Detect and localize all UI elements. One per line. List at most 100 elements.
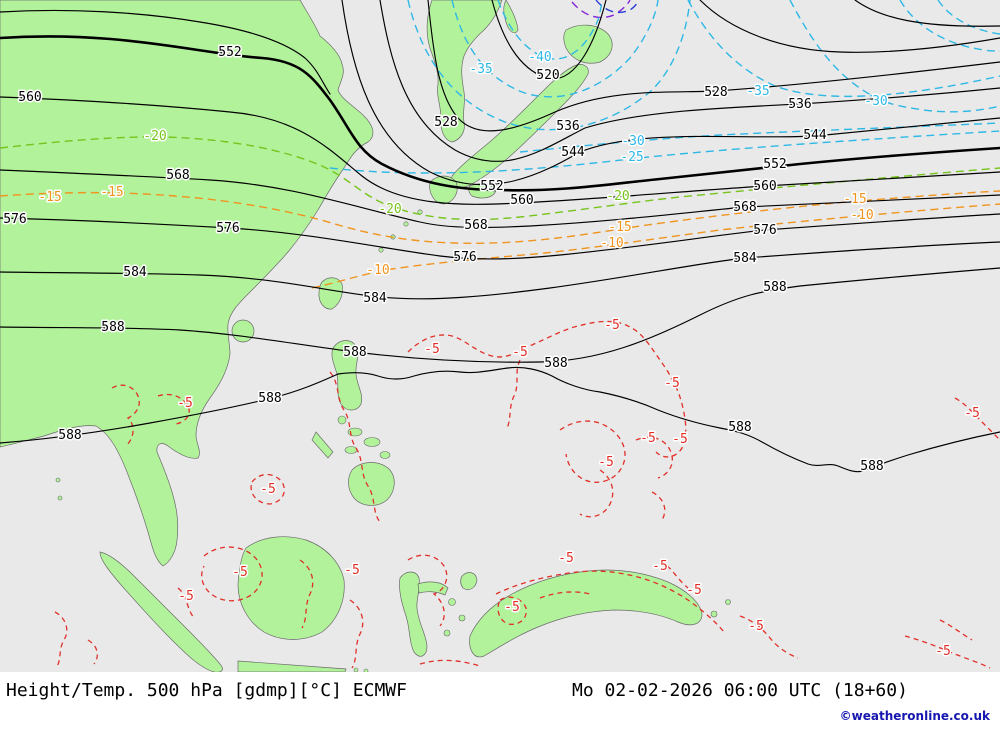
temp-contour-minus5 <box>659 559 689 589</box>
bismarck-island <box>725 599 731 605</box>
valid-time: Mo 02-02-2026 06:00 UTC (18+60) <box>572 680 908 701</box>
height-contour-528 <box>427 0 1000 132</box>
footer-bar: Height/Temp. 500 hPa [gdmp][°C] ECMWF Mo… <box>0 672 1000 733</box>
contour-label: 544 <box>561 145 585 160</box>
credit-link[interactable]: ©weatheronline.co.uk <box>839 709 990 723</box>
contour-label: -25 <box>620 150 643 165</box>
contour-label: -15 <box>843 192 866 207</box>
temp-contour-violet <box>571 0 631 19</box>
temp-contour-minus5 <box>157 393 190 425</box>
product-title: Height/Temp. 500 hPa [gdmp][°C] ECMWF <box>6 680 407 701</box>
contour-label: -10 <box>600 236 623 251</box>
contour-label: 552 <box>763 157 786 172</box>
mindoro-island <box>337 415 347 425</box>
contour-label: -5 <box>424 342 440 357</box>
height-contour-584 <box>0 241 1000 300</box>
height-contour-topright <box>699 0 1000 53</box>
contour-label: 576 <box>3 212 26 227</box>
contour-label: -5 <box>748 619 764 634</box>
height-contour-588-north <box>0 267 1000 363</box>
contour-label: 560 <box>18 90 41 105</box>
contour-label: -5 <box>935 644 951 659</box>
temp-contour-minus5 <box>635 436 673 479</box>
temp-contour-minus35 <box>451 0 659 98</box>
andaman-island <box>57 495 63 501</box>
contour-label: 588 <box>101 320 124 335</box>
contour-label: -5 <box>232 565 248 580</box>
temp-contour-minus5 <box>87 639 99 665</box>
height-contour-576 <box>0 213 1000 260</box>
temp-contour-minus5 <box>904 635 991 669</box>
height-contour-552 <box>0 35 1000 192</box>
contour-label: -5 <box>344 563 360 578</box>
contour-label: -5 <box>964 406 980 421</box>
contour-label: 576 <box>453 250 476 265</box>
temp-contour-minus5 <box>329 371 381 523</box>
contour-label: -40 <box>528 50 551 65</box>
height-contour-560 <box>0 96 1000 205</box>
height-contour-588-south <box>0 366 1000 473</box>
contour-label: 588 <box>763 280 786 295</box>
coastline-sulawesi-arm <box>417 581 449 596</box>
contour-label: 584 <box>123 265 147 280</box>
temp-contour-minus5 <box>497 596 527 625</box>
temp-contour-minus5 <box>299 559 314 629</box>
contour-label: 588 <box>58 428 81 443</box>
contour-label: 568 <box>464 218 487 233</box>
moluccas-island <box>443 629 451 637</box>
temp-contour-minus5 <box>54 611 68 669</box>
contour-label: 544 <box>803 128 827 143</box>
temp-contour-minus5 <box>739 615 799 659</box>
coastline-asia-mainland <box>0 0 374 567</box>
height-contour-536 <box>379 0 1000 162</box>
temp-contour-minus5 <box>579 469 614 518</box>
temp-contour-minus5 <box>505 359 521 431</box>
contour-label: -15 <box>38 190 61 205</box>
temp-contour-minus40 <box>497 0 603 60</box>
coastline-palawan <box>311 431 334 459</box>
coastline-new-guinea <box>469 569 703 658</box>
contour-label: 528 <box>434 115 457 130</box>
height-contour-520 <box>491 0 607 80</box>
contour-label: -20 <box>143 129 166 144</box>
temp-contour-minus30 <box>407 0 691 131</box>
visayas-island <box>379 451 391 459</box>
visayas-island <box>347 427 363 437</box>
contour-label: -20 <box>378 202 401 217</box>
contour-label: -35 <box>746 84 769 99</box>
contour-label: -5 <box>652 559 668 574</box>
contour-label: 536 <box>788 97 811 112</box>
contour-label: -30 <box>621 134 644 149</box>
contour-label: 588 <box>544 356 567 371</box>
contour-label: -5 <box>260 482 276 497</box>
bali-island <box>353 667 359 672</box>
coastline-hainan <box>231 319 255 343</box>
contour-label: -15 <box>608 220 631 235</box>
contour-label: -10 <box>366 263 389 278</box>
temp-contour-minus5 <box>939 619 973 641</box>
contour-label: -30 <box>864 94 887 109</box>
moluccas-island <box>458 614 466 622</box>
contour-label: 576 <box>216 221 239 236</box>
moluccas-island <box>448 598 456 606</box>
temp-contour-minus5 <box>250 473 285 505</box>
temp-contour-minus5 <box>651 491 666 521</box>
contour-label: -5 <box>504 600 520 615</box>
contour-label: 560 <box>510 193 533 208</box>
height-contour-layer <box>0 0 1000 473</box>
temp-contour-cyan-corner2 <box>899 0 1000 52</box>
coastline-sumatra <box>99 551 223 672</box>
coastline-halmahera <box>460 572 478 590</box>
height-contour-topright2 <box>854 0 1000 27</box>
coastline-java <box>237 660 347 672</box>
contour-label: 560 <box>753 179 776 194</box>
contour-label: 528 <box>704 85 727 100</box>
bismarck-island <box>710 610 718 618</box>
temp-contour-minus35-east <box>687 0 1000 98</box>
contour-label: 576 <box>753 223 776 238</box>
andaman-island <box>55 477 61 483</box>
coastline-sulawesi <box>399 571 428 657</box>
temp-contour-cyan-corner <box>937 0 1000 35</box>
lombok-island <box>363 668 369 672</box>
